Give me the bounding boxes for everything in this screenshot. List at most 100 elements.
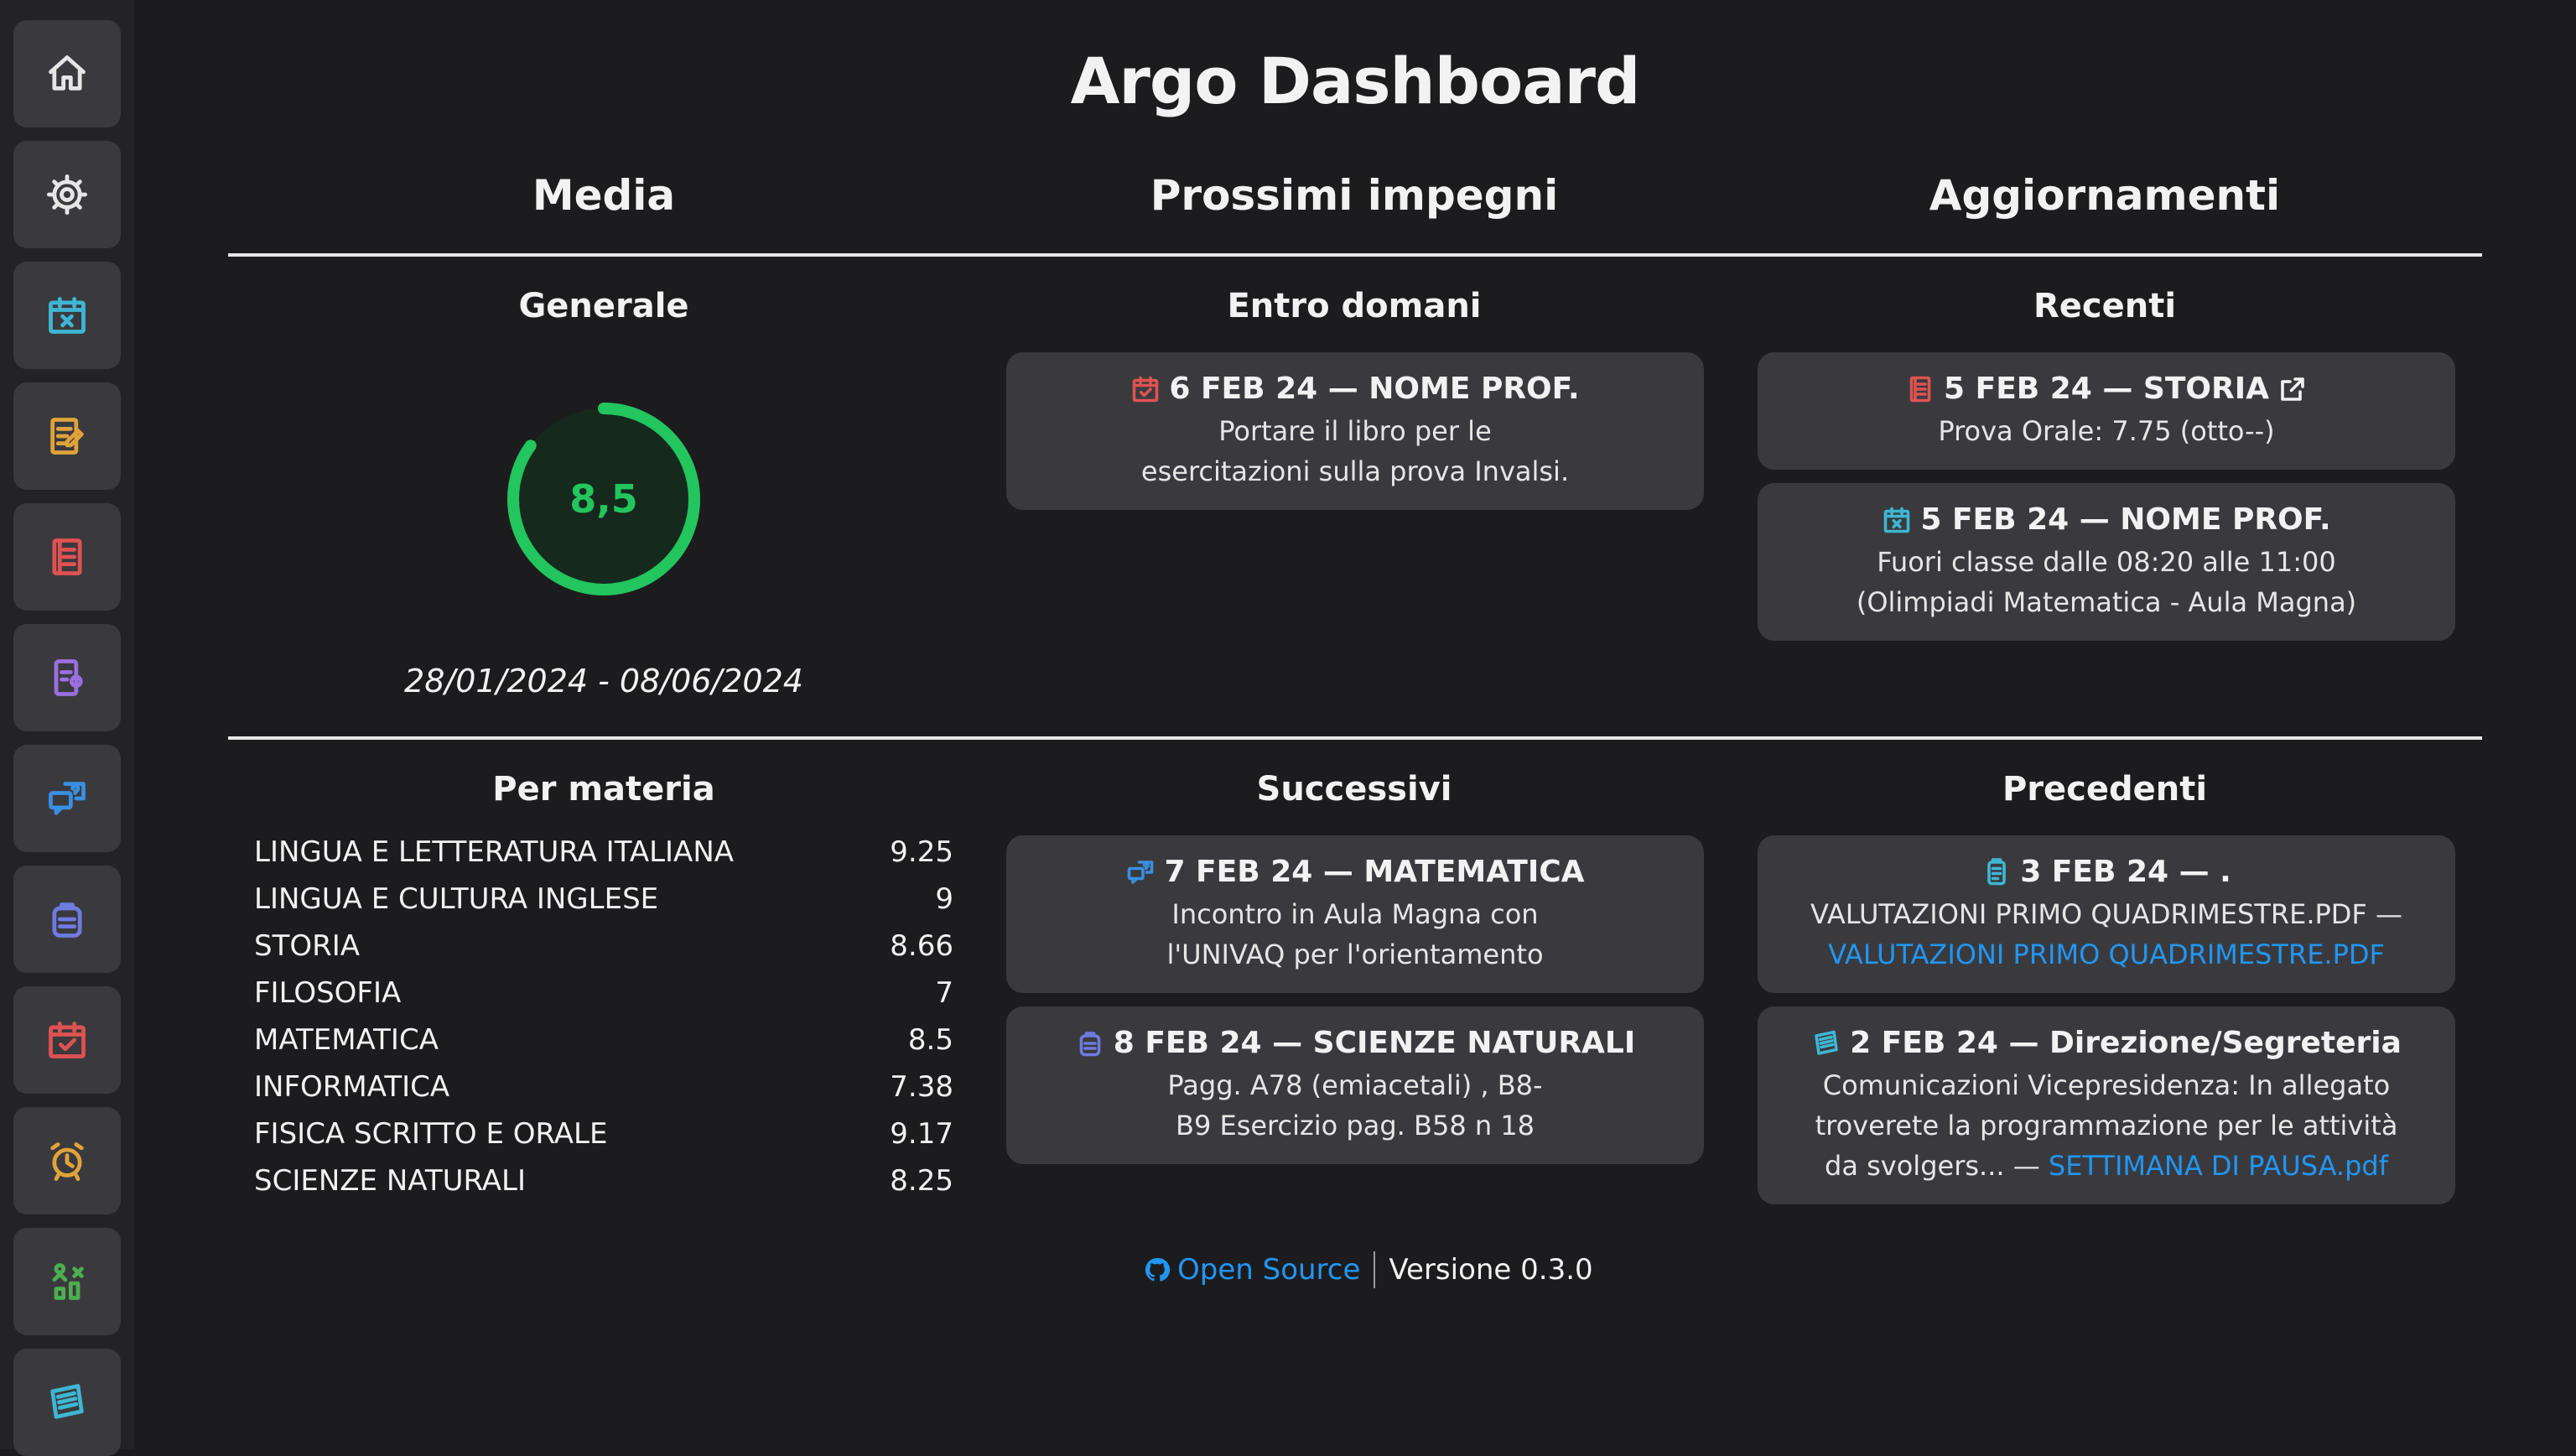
gear-icon xyxy=(46,174,88,216)
question-chat-icon xyxy=(1128,861,1154,884)
impegno-title: 7 FEB 24 — MATEMATICA xyxy=(1164,855,1585,889)
column-title-aggiornamenti: Aggiornamenti xyxy=(1929,171,2281,220)
sidebar-item-assenze[interactable] xyxy=(13,262,121,369)
aggiornamento-line: Comunicazioni Vicepresidenza: In allegat… xyxy=(1822,1069,2391,1101)
clipboard-icon xyxy=(1987,858,2007,886)
people-chart-icon xyxy=(52,1263,84,1300)
page-title: Argo Dashboard xyxy=(1070,44,1641,118)
aggiornamento-title: 5 FEB 24 — NOME PROF. xyxy=(1920,502,2331,537)
aggiornamento-body: Fuori classe dalle 08:20 alle 11:00 (Oli… xyxy=(1758,542,2455,622)
media-generale-value: 8,5 xyxy=(569,476,638,522)
footer: Open Source Versione 0.3.0 xyxy=(1144,1246,1593,1293)
aggiornamento-card[interactable]: 3 FEB 24 — . VALUTAZIONI PRIMO QUADRIMES… xyxy=(1758,835,2455,993)
aggiornamento-line: VALUTAZIONI PRIMO QUADRIMESTRE.PDF — xyxy=(1810,898,2402,930)
aggiornamento-body: VALUTAZIONI PRIMO QUADRIMESTRE.PDF — VAL… xyxy=(1758,894,2455,975)
aggiornamento-line: Fuori classe dalle 08:20 alle 11:00 xyxy=(1877,546,2336,578)
backpack-icon xyxy=(1079,1032,1101,1057)
subject-row: FILOSOFIA 7 xyxy=(254,970,953,1017)
external-link-icon[interactable] xyxy=(2277,374,2308,404)
aggiornamento-line: Prova Orale: 7.75 (otto--) xyxy=(1938,415,2275,447)
attachment-link[interactable]: VALUTAZIONI PRIMO QUADRIMESTRE.PDF xyxy=(1828,939,2385,970)
impegno-body: Pagg. A78 (emiacetali) , B8- B9 Esercizi… xyxy=(1006,1065,1704,1146)
subject-name: INFORMATICA xyxy=(254,1070,450,1104)
version-label: Versione 0.3.0 xyxy=(1389,1253,1593,1287)
aggiornamento-card-title: 3 FEB 24 — . xyxy=(1758,850,2455,894)
subject-grade: 8.66 xyxy=(890,929,953,963)
aggiornamento-line: troverete la programmazione per le attiv… xyxy=(1815,1110,2398,1141)
sidebar-item-bacheca[interactable] xyxy=(13,1349,121,1456)
footer-divider xyxy=(1374,1251,1376,1288)
aggiornamento-card[interactable]: 5 FEB 24 — NOME PROF. Fuori classe dalle… xyxy=(1758,483,2455,641)
aggiornamento-body: Prova Orale: 7.75 (otto--) xyxy=(1758,411,2455,451)
entro-domani-heading: Entro domani xyxy=(1227,287,1482,325)
subject-row: FISICA SCRITTO E ORALE 9.17 xyxy=(254,1110,953,1157)
subject-row: STORIA 8.66 xyxy=(254,923,953,970)
sidebar xyxy=(0,0,134,1456)
sidebar-item-docenti[interactable] xyxy=(13,1228,121,1335)
generale-heading: Generale xyxy=(518,287,689,325)
board-icon xyxy=(50,1384,84,1419)
subject-name: SCIENZE NATURALI xyxy=(254,1164,527,1198)
aggiornamento-card[interactable]: 5 FEB 24 — STORIA Prova Orale: 7.75 (ott… xyxy=(1758,352,2455,470)
question-chat-icon xyxy=(49,782,86,815)
sidebar-item-promemoria[interactable] xyxy=(13,745,121,852)
subject-grade: 8.25 xyxy=(890,1164,953,1198)
aggiornamento-body: Comunicazioni Vicepresidenza: In allegat… xyxy=(1758,1065,2455,1186)
calendar-x-icon xyxy=(1884,507,1910,533)
aggiornamento-line: (Olimpiadi Matematica - Aula Magna) xyxy=(1856,586,2357,618)
subject-grade: 8.5 xyxy=(907,1023,953,1057)
subject-name: MATEMATICA xyxy=(254,1023,439,1057)
alarm-clock-icon xyxy=(50,1142,84,1182)
github-icon xyxy=(1145,1257,1171,1282)
subject-row: LINGUA E CULTURA INGLESE 9 xyxy=(254,876,953,923)
impegno-card-title: 8 FEB 24 — SCIENZE NATURALI xyxy=(1006,1022,1704,1065)
subject-name: FILOSOFIA xyxy=(254,976,402,1010)
backpack-icon xyxy=(52,902,82,938)
aggiornamento-card-title: 5 FEB 24 — STORIA xyxy=(1758,367,2455,411)
attachment-link[interactable]: SETTIMANA DI PAUSA.pdf xyxy=(2048,1150,2388,1182)
impegno-card-title: 7 FEB 24 — MATEMATICA xyxy=(1006,850,1704,894)
subject-grade: 9.17 xyxy=(890,1117,953,1151)
subject-name: LINGUA E LETTERATURA ITALIANA xyxy=(254,835,735,869)
impegno-line: B9 Esercizio pag. B58 n 18 xyxy=(1175,1110,1535,1141)
aggiornamento-card-title: 2 FEB 24 — Direzione/Segreteria xyxy=(1758,1022,2455,1065)
subject-row: INFORMATICA 7.38 xyxy=(254,1063,953,1110)
impegno-card-title: 6 FEB 24 — NOME PROF. xyxy=(1006,367,1704,411)
calendar-check-icon xyxy=(1133,376,1159,403)
subject-row: SCIENZE NATURALI 8.25 xyxy=(254,1157,953,1204)
home-icon xyxy=(49,55,86,91)
impegno-line: Pagg. A78 (emiacetali) , B8- xyxy=(1167,1069,1543,1101)
sidebar-item-voti[interactable] xyxy=(13,503,121,611)
sidebar-item-agenda[interactable] xyxy=(13,986,121,1094)
impegno-title: 8 FEB 24 — SCIENZE NATURALI xyxy=(1113,1026,1636,1060)
notebook-edit-icon xyxy=(50,418,84,455)
sidebar-item-home[interactable] xyxy=(13,20,121,127)
impegno-body: Incontro in Aula Magna con l'UNIVAQ per … xyxy=(1006,894,1704,975)
sidebar-item-documenti[interactable] xyxy=(13,624,121,731)
register-book-icon xyxy=(52,538,82,575)
aggiornamento-card-title: 5 FEB 24 — NOME PROF. xyxy=(1758,498,2455,542)
device-note-icon xyxy=(54,659,83,696)
per-materia-heading: Per materia xyxy=(492,770,715,809)
sidebar-item-zaino[interactable] xyxy=(13,866,121,973)
aggiornamento-card[interactable]: 2 FEB 24 — Direzione/Segreteria Comunica… xyxy=(1758,1006,2455,1204)
calendar-check-icon xyxy=(49,1022,86,1058)
impegno-line: Portare il libro per le xyxy=(1218,415,1492,447)
subject-name: FISICA SCRITTO E ORALE xyxy=(254,1117,608,1151)
impegno-title: 6 FEB 24 — NOME PROF. xyxy=(1169,372,1580,406)
impegno-card[interactable]: 6 FEB 24 — NOME PROF. Portare il libro p… xyxy=(1006,352,1704,510)
subject-row: LINGUA E LETTERATURA ITALIANA 9.25 xyxy=(254,829,953,876)
register-book-icon xyxy=(1909,376,1931,403)
divider-middle xyxy=(228,736,2482,740)
sidebar-item-compiti[interactable] xyxy=(13,382,121,490)
impegno-body: Portare il libro per le esercitazioni su… xyxy=(1006,411,1704,491)
aggiornamento-title: 2 FEB 24 — Direzione/Segreteria xyxy=(1850,1026,2402,1060)
impegno-card[interactable]: 7 FEB 24 — MATEMATICA Incontro in Aula M… xyxy=(1006,835,1704,993)
sidebar-item-orario[interactable] xyxy=(13,1107,121,1214)
impegno-card[interactable]: 8 FEB 24 — SCIENZE NATURALI Pagg. A78 (e… xyxy=(1006,1006,1704,1164)
impegno-line: esercitazioni sulla prova Invalsi. xyxy=(1140,455,1570,487)
aggiornamento-text: da svolgers... — xyxy=(1825,1150,2040,1182)
board-icon xyxy=(1815,1030,1838,1055)
open-source-link[interactable]: Open Source xyxy=(1177,1253,1361,1287)
sidebar-item-settings[interactable] xyxy=(13,141,121,248)
